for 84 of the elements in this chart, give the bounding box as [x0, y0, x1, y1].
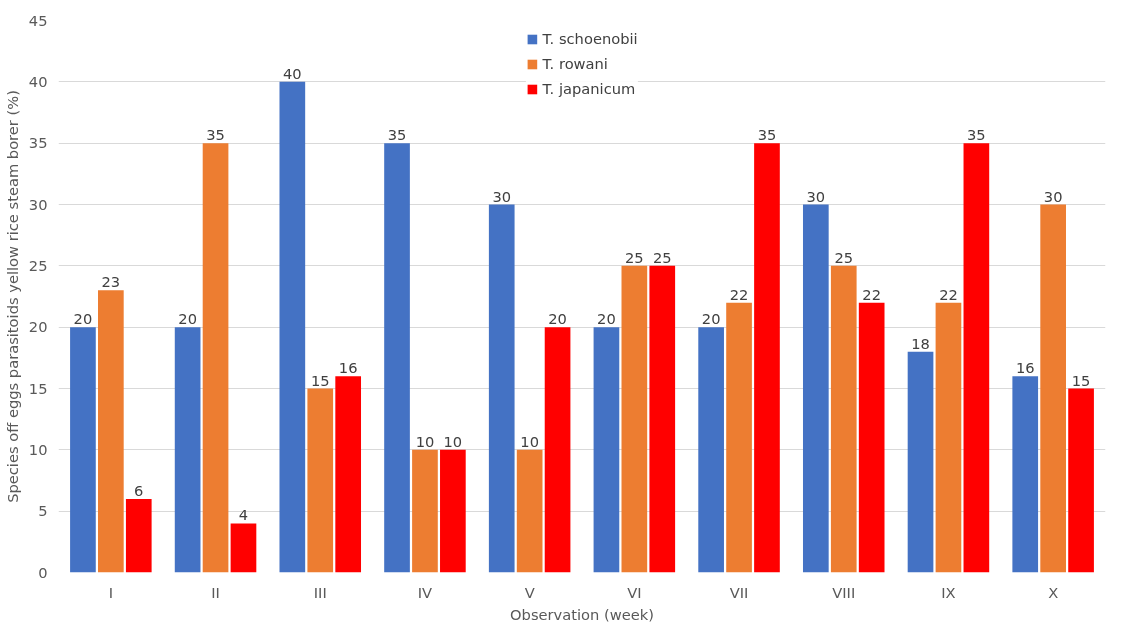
bar [440, 449, 466, 573]
x-tick-label: III [313, 583, 327, 601]
data-label: 25 [652, 248, 672, 266]
bar [488, 204, 515, 573]
bar [279, 81, 306, 573]
y-tick-label: 45 [28, 11, 48, 29]
data-label: 30 [806, 187, 826, 205]
bar [335, 376, 362, 573]
x-tick-label: VI [627, 583, 642, 601]
legend-label: T. rowani [542, 55, 608, 72]
bar [935, 302, 962, 573]
x-tick-label: I [108, 583, 114, 601]
y-tick-label: 0 [38, 563, 48, 581]
data-label: 16 [1015, 359, 1035, 377]
data-label: 35 [967, 126, 986, 144]
data-label: 22 [729, 285, 749, 303]
bar [593, 327, 620, 573]
bar [802, 204, 829, 573]
data-label: 23 [101, 273, 121, 291]
data-label: 25 [834, 248, 854, 266]
x-tick-label: VII [729, 583, 749, 601]
y-tick-label: 15 [28, 379, 48, 397]
y-tick-label: 25 [28, 256, 48, 274]
bar [963, 143, 990, 573]
x-tick-label: IV [417, 583, 433, 601]
bar [174, 327, 201, 573]
data-label: 20 [178, 310, 197, 328]
y-tick-label: 10 [28, 440, 48, 458]
x-tick-label: X [1048, 583, 1059, 601]
data-label: 6 [134, 481, 144, 499]
bar [649, 265, 676, 573]
x-tick-label: IX [941, 583, 956, 601]
bar [1040, 204, 1066, 573]
bar [98, 290, 124, 573]
bar [202, 143, 229, 573]
bar [544, 327, 571, 573]
x-tick-label: II [211, 583, 220, 601]
data-label: 20 [548, 310, 567, 328]
data-label: 10 [415, 432, 435, 450]
bar [230, 523, 257, 573]
y-tick-label: 20 [28, 318, 48, 336]
data-label: 4 [238, 506, 249, 524]
data-label: 40 [283, 64, 302, 82]
bar [621, 265, 648, 573]
data-label: 18 [911, 334, 930, 352]
y-tick-label: 5 [38, 502, 48, 520]
data-label: 20 [73, 310, 93, 328]
data-label: 22 [939, 285, 958, 303]
bar [830, 265, 857, 573]
bar [125, 498, 152, 573]
bar [858, 302, 885, 573]
data-label: 16 [338, 359, 358, 377]
bar [70, 327, 96, 573]
bar [307, 388, 334, 573]
bar [412, 449, 438, 573]
bar [1068, 388, 1094, 573]
data-label: 20 [701, 310, 721, 328]
y-tick-label: 35 [28, 134, 48, 152]
data-label: 35 [757, 126, 777, 144]
bar [516, 449, 543, 573]
data-label: 25 [625, 248, 644, 266]
data-label: 35 [387, 126, 407, 144]
data-label: 10 [443, 432, 463, 450]
y-axis-title: Species off eggs parasitoids yellow rice steam borer (%) [3, 90, 21, 503]
bar [754, 143, 780, 573]
data-label: 22 [862, 285, 881, 303]
data-label: 15 [1071, 371, 1091, 389]
bar [726, 302, 752, 573]
y-tick-label: 30 [28, 195, 48, 213]
data-label: 15 [310, 371, 330, 389]
x-axis-title: Observation (week) [510, 605, 654, 623]
legend-label: T. schoenobii [542, 30, 638, 47]
y-tick-label: 40 [28, 72, 48, 90]
data-label: 30 [1043, 187, 1063, 205]
x-tick-label: VIII [832, 583, 856, 601]
data-label: 35 [206, 126, 225, 144]
data-label: 30 [492, 187, 512, 205]
bar [1012, 376, 1039, 573]
data-label: 20 [597, 310, 616, 328]
data-label: 10 [520, 432, 539, 450]
bar [384, 143, 410, 573]
legend-label: T. japanicum [542, 80, 636, 97]
x-tick-label: V [524, 583, 535, 601]
bar [698, 327, 724, 573]
